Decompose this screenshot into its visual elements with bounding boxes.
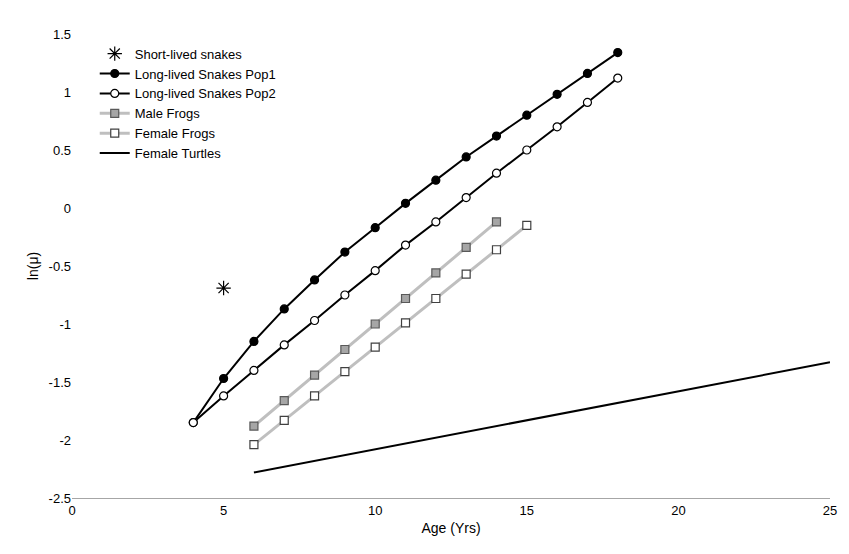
svg-text:5: 5 — [220, 503, 227, 518]
svg-text:20: 20 — [671, 503, 685, 518]
svg-text:Short-lived snakes: Short-lived snakes — [135, 47, 242, 62]
svg-text:0: 0 — [64, 201, 71, 216]
svg-text:Male Frogs: Male Frogs — [135, 106, 201, 121]
svg-text:-2.5: -2.5 — [49, 491, 71, 506]
svg-text:-1.5: -1.5 — [49, 375, 71, 390]
svg-text:ln(μ): ln(μ) — [25, 252, 41, 280]
svg-text:0.5: 0.5 — [53, 143, 71, 158]
svg-text:Age (Yrs): Age (Yrs) — [421, 520, 480, 536]
svg-text:Long-lived Snakes Pop1: Long-lived Snakes Pop1 — [135, 67, 276, 82]
svg-text:Long-lived Snakes Pop2: Long-lived Snakes Pop2 — [135, 86, 276, 101]
svg-text:-1: -1 — [59, 317, 71, 332]
svg-text:0: 0 — [68, 503, 75, 518]
svg-text:25: 25 — [823, 503, 837, 518]
svg-text:Female Turtles: Female Turtles — [135, 146, 221, 161]
svg-text:Female Frogs: Female Frogs — [135, 126, 216, 141]
svg-text:-2: -2 — [59, 433, 71, 448]
svg-text:15: 15 — [520, 503, 534, 518]
svg-text:1: 1 — [64, 85, 71, 100]
svg-text:10: 10 — [368, 503, 382, 518]
svg-text:-0.5: -0.5 — [49, 259, 71, 274]
svg-text:1.5: 1.5 — [53, 27, 71, 42]
